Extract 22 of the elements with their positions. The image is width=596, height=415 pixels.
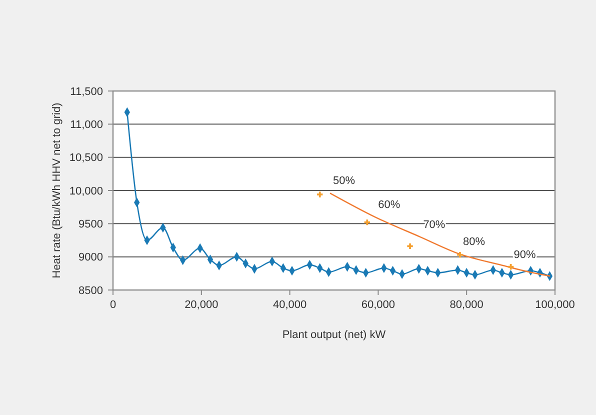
annotation: 60% bbox=[378, 199, 400, 212]
point bbox=[317, 192, 323, 198]
annotation: 50% bbox=[333, 175, 356, 188]
y-tick-label: 10,000 bbox=[69, 185, 103, 198]
y-tick-label: 11,000 bbox=[70, 119, 103, 132]
x-tick-label: 0 bbox=[110, 299, 116, 311]
point bbox=[457, 252, 463, 258]
y-tick-label: 11,500 bbox=[70, 86, 103, 98]
x-tick-label: 20,000 bbox=[184, 299, 218, 311]
y-tick-label: 8500 bbox=[78, 284, 103, 297]
x-tick-label: 60,000 bbox=[361, 299, 396, 311]
y-axis-title: Heat rate (Btu/kWh HHV net to grid) bbox=[51, 102, 63, 278]
y-tick-label: 9500 bbox=[78, 218, 103, 231]
x-tick-label: 80,000 bbox=[450, 299, 484, 311]
point bbox=[364, 220, 370, 226]
point bbox=[407, 243, 413, 250]
annotation: 80% bbox=[462, 236, 486, 248]
y-tick-label: 9000 bbox=[78, 252, 103, 264]
x-tick-label: 40,000 bbox=[272, 299, 307, 311]
y-tick-label: 10,500 bbox=[69, 152, 103, 164]
x-axis-title: Plant output (net) kW bbox=[282, 329, 386, 341]
x-tick-label: 100,000 bbox=[535, 299, 575, 311]
